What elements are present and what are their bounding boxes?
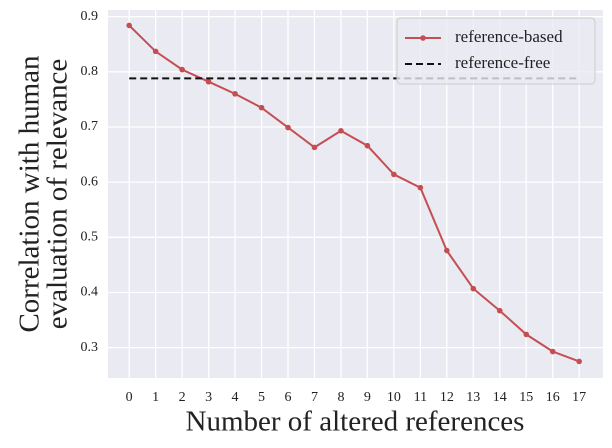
legend-marker: [420, 35, 426, 41]
y-tick-label: 0.9: [81, 9, 99, 24]
point: [232, 91, 238, 97]
y-tick-label: 0.6: [81, 174, 99, 189]
series-line: [128, 24, 580, 363]
y-tick-label: 0.4: [81, 285, 99, 300]
y-tick-label: 0.8: [81, 64, 99, 79]
point: [391, 171, 397, 178]
x-tick-label: 13: [466, 390, 480, 405]
x-tick-label: 11: [414, 390, 427, 405]
x-tick-label: 12: [440, 390, 454, 405]
x-tick-label: 14: [493, 390, 507, 405]
x-tick-label: 17: [572, 390, 586, 405]
y-tick-label: 0.7: [81, 119, 99, 134]
x-tick-label: 7: [311, 390, 318, 405]
x-tick-label: 6: [285, 390, 292, 405]
point: [152, 48, 159, 55]
x-tick-label: 2: [179, 390, 186, 405]
x-tick-label: 10: [387, 390, 401, 405]
x-tick-label: 5: [258, 390, 265, 405]
x-tick-label: 4: [232, 390, 239, 405]
point: [576, 358, 582, 365]
point: [338, 128, 344, 134]
legend-label: reference-free: [455, 53, 550, 72]
x-tick-label: 16: [546, 390, 560, 405]
legend-box: [396, 17, 596, 85]
legend-label: reference-based: [455, 27, 563, 46]
y-tick-label: 0.3: [81, 340, 99, 355]
point: [444, 247, 450, 254]
x-tick-label: 1: [152, 390, 159, 405]
y-axis-label: evaluation of relevance: [42, 59, 74, 330]
x-tick-label: 3: [205, 390, 212, 405]
x-tick-label: 0: [126, 390, 133, 405]
point: [205, 78, 212, 85]
x-tick-label: 15: [519, 390, 533, 405]
point: [179, 66, 185, 73]
point: [523, 331, 530, 338]
x-tick-label: 8: [337, 390, 344, 405]
point: [258, 104, 265, 111]
x-axis-label: Number of altered references: [186, 406, 525, 438]
point: [311, 144, 318, 151]
point: [470, 285, 477, 292]
point: [364, 142, 371, 149]
point: [496, 307, 503, 314]
point: [126, 22, 132, 29]
x-tick-label: 9: [364, 390, 371, 405]
point: [285, 124, 291, 131]
point: [417, 184, 424, 191]
y-tick-label: 0.5: [81, 230, 99, 245]
point: [549, 348, 556, 355]
y-axis-label: Correlation with human: [14, 55, 46, 333]
